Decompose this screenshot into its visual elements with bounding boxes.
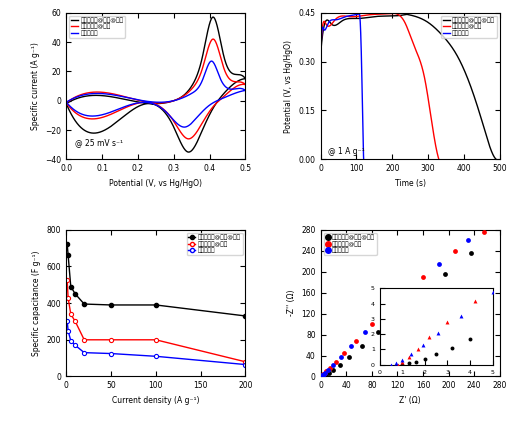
Point — [321, 369, 329, 376]
Point — [345, 354, 353, 360]
Legend: 니켈코발트@질소@탄소, 니켈코발트@탄소, 니켈코발트: 니켈코발트@질소@탄소, 니켈코발트@탄소, 니켈코발트 — [323, 233, 376, 255]
Point — [318, 372, 326, 379]
Point — [389, 300, 398, 307]
Point — [322, 368, 330, 375]
Point — [357, 343, 365, 349]
X-axis label: Current density (A g⁻¹): Current density (A g⁻¹) — [112, 396, 199, 405]
Point — [434, 261, 442, 267]
Point — [367, 321, 375, 327]
Legend: 니켈코발트@질소@탄소, 니켈코발트@탄소, 니켈코발트: 니켈코발트@질소@탄소, 니켈코발트@탄소, 니켈코발트 — [69, 16, 125, 38]
Point — [317, 373, 325, 380]
Point — [317, 373, 325, 380]
Point — [463, 237, 471, 244]
Point — [335, 362, 343, 368]
Text: @ 1 A g⁻¹: @ 1 A g⁻¹ — [327, 146, 364, 156]
Point — [324, 369, 332, 376]
Point — [317, 373, 325, 380]
Point — [316, 373, 324, 380]
Point — [374, 329, 382, 335]
Point — [317, 373, 325, 379]
Point — [317, 372, 325, 379]
Point — [418, 274, 426, 280]
Point — [318, 373, 326, 379]
Point — [347, 343, 355, 349]
Point — [318, 373, 326, 379]
Point — [440, 271, 448, 277]
Point — [329, 362, 337, 368]
Point — [319, 371, 327, 377]
Y-axis label: Potential (V, vs Hg/HgO): Potential (V, vs Hg/HgO) — [284, 39, 293, 132]
Point — [336, 354, 345, 360]
Legend: 니켈코발트@질소@탄소, 니켈코발트@탄소, 니켈코발트: 니켈코발트@질소@탄소, 니켈코발트@탄소, 니켈코발트 — [440, 16, 496, 38]
Point — [317, 373, 325, 380]
X-axis label: Potential (V, vs Hg/HgO): Potential (V, vs Hg/HgO) — [109, 179, 202, 188]
Point — [317, 373, 325, 379]
Y-axis label: Specific current (A g⁻¹): Specific current (A g⁻¹) — [31, 42, 40, 130]
Point — [392, 313, 401, 320]
Point — [324, 366, 332, 373]
Point — [466, 250, 474, 257]
Point — [329, 366, 337, 373]
Point — [380, 310, 388, 317]
Point — [450, 247, 458, 254]
X-axis label: Time (s): Time (s) — [394, 179, 425, 188]
Point — [317, 373, 325, 380]
Point — [320, 372, 328, 379]
Point — [405, 287, 413, 294]
Point — [317, 373, 325, 380]
Point — [415, 292, 423, 299]
Point — [317, 373, 325, 380]
Point — [318, 372, 326, 379]
Point — [318, 372, 326, 379]
Legend: 니켈코발트@질소@탄소, 니켈코발트@탄소, 니켈코발트: 니켈코발트@질소@탄소, 니켈코발트@탄소, 니켈코발트 — [186, 233, 242, 255]
Y-axis label: -Z'' (Ω): -Z'' (Ω) — [286, 290, 295, 316]
Point — [326, 364, 334, 371]
Point — [361, 329, 369, 335]
Point — [319, 371, 327, 378]
Point — [321, 371, 329, 378]
Point — [319, 372, 327, 379]
Point — [317, 373, 325, 380]
Point — [317, 373, 325, 379]
Y-axis label: Specific capacitance (F g⁻¹): Specific capacitance (F g⁻¹) — [32, 250, 41, 356]
Point — [331, 358, 340, 365]
Text: @ 25 mV s⁻¹: @ 25 mV s⁻¹ — [75, 138, 123, 147]
Point — [479, 229, 487, 236]
Point — [340, 349, 348, 356]
X-axis label: Z' (Ω): Z' (Ω) — [399, 396, 420, 405]
Point — [351, 338, 359, 344]
Point — [318, 371, 326, 378]
Point — [320, 370, 328, 376]
